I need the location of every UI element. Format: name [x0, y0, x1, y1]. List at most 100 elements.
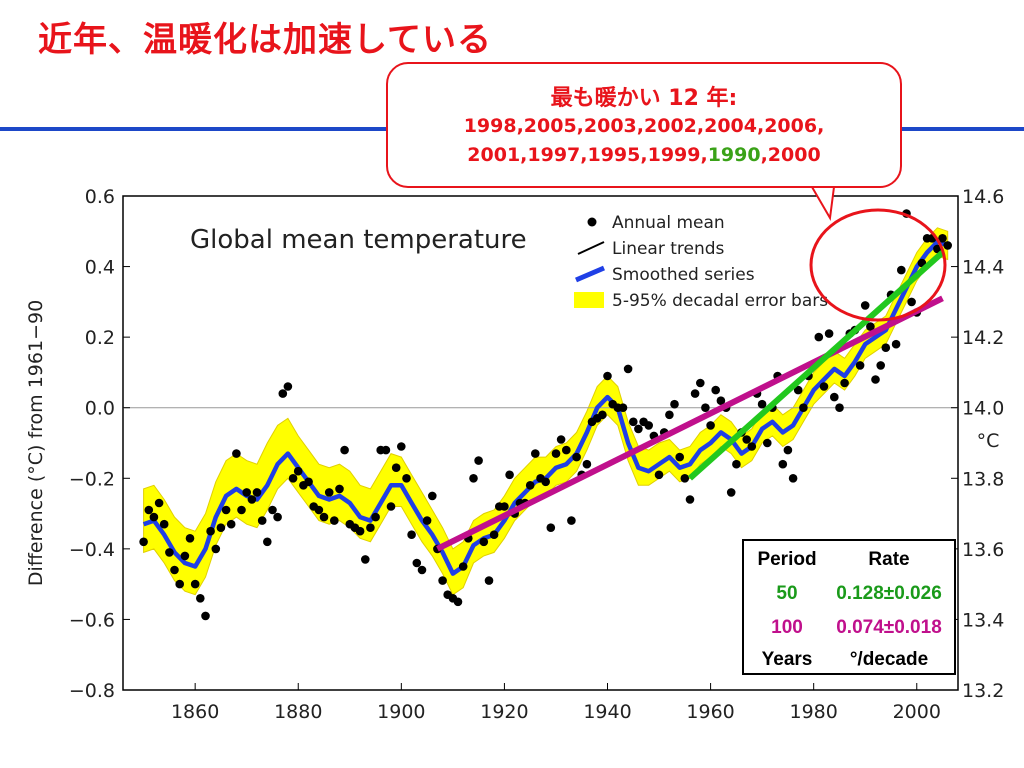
- annual-mean-point: [263, 537, 272, 547]
- y-tick-label: 0.0: [85, 398, 115, 420]
- annual-mean-point: [221, 505, 231, 515]
- annual-mean-point: [531, 449, 540, 458]
- annual-mean-point: [835, 403, 844, 413]
- annual-mean-point: [696, 378, 705, 388]
- annual-mean-point: [397, 442, 406, 451]
- annual-mean-point: [283, 382, 293, 391]
- y-tick-label: 0.2: [85, 327, 115, 349]
- rate-table: Period Rate 50 0.128±0.026 100 0.074±0.0…: [742, 539, 956, 675]
- annual-mean-point: [500, 502, 509, 511]
- annual-mean-point: [453, 597, 463, 607]
- x-tick-label: 1960: [686, 701, 734, 723]
- annual-mean-point: [479, 537, 489, 547]
- legend-label: Annual mean: [612, 213, 725, 233]
- annual-mean-point: [572, 452, 581, 462]
- annual-mean-point: [943, 241, 952, 250]
- annual-mean-point: [927, 234, 937, 243]
- legend: Annual mean Linear trends Smoothed series 5…: [574, 213, 828, 311]
- annual-mean-point: [469, 474, 478, 483]
- annual-mean-point: [335, 484, 344, 494]
- x-tick-label: 1880: [274, 701, 322, 723]
- header-period: Period: [757, 549, 817, 570]
- annual-mean-point: [330, 516, 339, 525]
- callout-heading: 最も暖かい 12 年:: [550, 86, 738, 111]
- legend-marker-linear-trends: [577, 241, 605, 255]
- y-tick-label: 0.4: [85, 257, 115, 279]
- annual-mean-point: [907, 297, 916, 307]
- annual-mean-point: [149, 512, 159, 522]
- annual-mean-point: [458, 562, 468, 571]
- y2-tick-label: 14.0: [962, 398, 1004, 420]
- annual-mean-point: [273, 512, 282, 522]
- annual-mean-point: [211, 544, 221, 554]
- annual-mean-point: [361, 555, 370, 564]
- legend-marker-annual-mean: [587, 217, 597, 227]
- annual-mean-point: [793, 385, 803, 395]
- annual-mean-point: [242, 488, 251, 497]
- annual-mean-point: [938, 234, 947, 243]
- annual-mean-point: [644, 421, 653, 430]
- warmest-years-callout: 最も暖かい 12 年: 1998,2005,2003,2002,2004,200…: [386, 62, 902, 188]
- legend-marker-error-band: [574, 292, 604, 308]
- annual-mean-point: [866, 322, 875, 331]
- trend-line-50: [687, 250, 945, 481]
- annual-mean-point: [675, 452, 684, 462]
- axes-group: 1860 1880 1900 1920 1940 1960 1980 2000 −0.8 −0.6…: [69, 186, 1004, 723]
- annual-mean-point: [165, 548, 174, 557]
- x-tick-label: 2000: [893, 701, 941, 723]
- y2-tick-label: 13.4: [962, 609, 1004, 631]
- warmest-years-line-2a: 2001,1997,1995,1999,: [467, 144, 708, 166]
- annual-mean-point: [783, 445, 793, 455]
- annual-mean-point: [438, 576, 447, 585]
- annual-mean-point: [412, 558, 422, 568]
- annual-mean-point: [391, 463, 401, 473]
- annual-mean-point: [139, 537, 148, 547]
- annual-mean-point: [891, 339, 901, 349]
- annual-mean-point: [371, 512, 380, 522]
- annual-mean-point: [314, 505, 324, 515]
- annual-mean-point: [556, 435, 566, 444]
- annual-mean-point: [711, 385, 720, 395]
- annual-mean-point: [159, 519, 169, 529]
- annual-mean-point: [237, 505, 246, 515]
- annual-mean-point: [830, 392, 839, 402]
- x-tick-label: 1920: [480, 701, 528, 723]
- annual-mean-point: [732, 459, 741, 469]
- annual-mean-point: [726, 488, 736, 497]
- annual-mean-point: [422, 516, 432, 525]
- footer-rate: °/decade: [849, 649, 929, 670]
- annual-mean-point: [206, 526, 215, 536]
- annual-mean-point: [902, 209, 911, 218]
- annual-mean-point: [201, 611, 210, 621]
- y2-tick-label: 14.6: [962, 186, 1004, 208]
- y2-tick-label: 13.2: [962, 680, 1004, 702]
- y-tick-label: −0.8: [69, 680, 115, 702]
- annual-mean-point: [623, 364, 633, 374]
- annual-mean-point: [562, 445, 571, 455]
- annual-mean-point: [226, 519, 236, 529]
- y2-tick-label: 14.2: [962, 327, 1004, 349]
- annual-mean-point: [706, 421, 715, 430]
- x-tick-label: 1980: [789, 701, 837, 723]
- annual-mean-point: [690, 389, 700, 398]
- chart-title: Global mean temperature: [190, 225, 527, 255]
- warmest-year-highlight: 1990: [707, 144, 761, 166]
- warmest-years-line-1: 1998,2005,2003,2002,2004,2006,: [463, 115, 825, 137]
- annual-mean-point: [417, 565, 427, 575]
- annual-mean-point: [474, 456, 483, 465]
- y-tick-label: −0.4: [69, 539, 115, 561]
- y2-tick-label: 14.4: [962, 257, 1004, 279]
- annual-mean-point: [824, 329, 834, 338]
- annual-mean-point: [366, 523, 375, 532]
- error-band: [143, 227, 949, 596]
- trend-line-100: [436, 295, 944, 552]
- annual-mean-point: [216, 523, 226, 532]
- annual-mean-point: [196, 594, 205, 603]
- annual-mean-point: [860, 301, 870, 310]
- annual-mean-point: [355, 526, 365, 536]
- annual-mean-point: [897, 265, 906, 275]
- annual-mean-point: [185, 534, 195, 543]
- annual-mean-point: [175, 579, 184, 589]
- annual-mean-point: [402, 474, 411, 483]
